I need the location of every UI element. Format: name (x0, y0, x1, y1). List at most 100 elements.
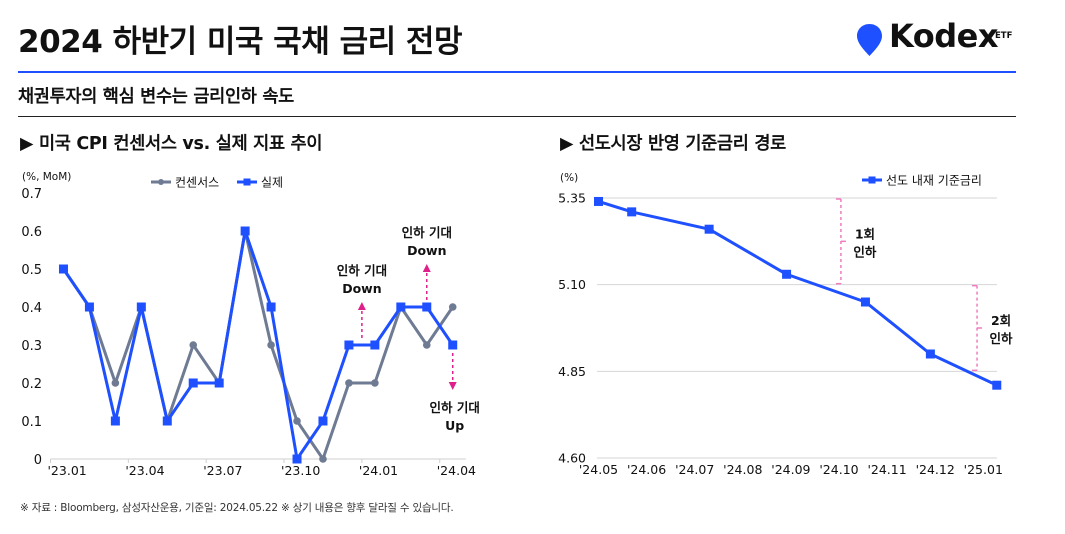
annotation-label: Down (342, 281, 381, 296)
bracket-label: 인하 (853, 244, 877, 259)
y-tick-label: 0.3 (21, 339, 42, 354)
data-point (396, 302, 406, 312)
y-tick-label: 4.85 (558, 364, 586, 379)
annotation-label: Up (445, 418, 464, 433)
series-line (62, 229, 454, 461)
x-tick-label: '24.01 (359, 463, 398, 478)
y-tick-label: 0 (34, 453, 42, 468)
y-tick-label: 0.2 (21, 377, 42, 392)
data-point (266, 302, 276, 312)
x-tick-label: '24.08 (723, 462, 762, 477)
annotation-rate-cut-expectation-down: 인하 기대 Down (402, 225, 452, 300)
header-divider (18, 71, 1016, 73)
x-tick-label: '23.07 (203, 463, 242, 478)
annotation-label: 인하 기대 (402, 225, 452, 240)
x-tick-label: '24.07 (675, 462, 714, 477)
data-point (370, 340, 380, 350)
legend-actual-marker (243, 178, 251, 186)
data-point (214, 378, 224, 388)
x-tick-label: '24.10 (819, 462, 858, 477)
bracket-label: 인하 (990, 331, 1014, 346)
bracket-label: 2회 (991, 313, 1011, 328)
x-tick-label: '24.04 (437, 463, 476, 478)
logo-name: Kodex (889, 17, 998, 55)
series-actual (58, 226, 458, 464)
x-tick-label: '24.06 (627, 462, 666, 477)
y-tick-label: 0.4 (21, 301, 42, 316)
series-line (62, 229, 454, 461)
data-point (318, 416, 328, 426)
section-divider (18, 116, 1016, 117)
data-point (704, 224, 714, 234)
data-point (422, 341, 431, 349)
data-point (448, 340, 458, 350)
data-point (136, 302, 146, 312)
cpi-chart-title: ▶ 미국 CPI 컨센서스 vs. 실제 지표 추이 (20, 134, 323, 154)
x-tick-label: '25.01 (964, 462, 1003, 477)
rate-path-line-chart: (%) 4.60 4.85 5.10 5.35 '24.05 '24.06 '24.07 '24… (558, 172, 1014, 477)
annotation-label: 인하 기대 (337, 263, 387, 278)
data-point (345, 379, 353, 387)
x-tick-label: '23.01 (48, 463, 87, 478)
logo-suffix: ETF (995, 31, 1013, 41)
y-tick-label: 4.60 (558, 451, 586, 466)
subtitle: 채권투자의 핵심 변수는 금리인하 속도 (18, 87, 294, 107)
series-consensus (59, 227, 457, 463)
x-tick-label: '23.04 (125, 463, 164, 478)
data-point (860, 297, 870, 307)
x-tick-label: '24.05 (579, 462, 618, 477)
annotation-label: Down (407, 243, 446, 258)
data-point (189, 341, 198, 349)
data-point (293, 417, 301, 425)
data-point (422, 302, 432, 312)
y-tick-label: 0.5 (21, 263, 42, 278)
y-axis-unit-label: (%) (560, 172, 578, 184)
legend-label: 선도 내재 기준금리 (886, 174, 982, 188)
arrow-down-icon (448, 382, 457, 390)
y-tick-label: 5.10 (558, 277, 586, 292)
annotation-rate-cut-expectation-up: 인하 기대 Up (430, 353, 480, 433)
data-point (188, 378, 198, 388)
location-pin-icon (857, 24, 882, 56)
x-tick-label: '23.10 (281, 463, 320, 478)
x-tick-label: '24.11 (867, 462, 906, 477)
data-point (84, 302, 94, 312)
chart-legend: 컨센서스 실제 (151, 176, 283, 190)
bracket-label: 1회 (855, 226, 875, 241)
legend-actual-label: 실제 (261, 176, 283, 190)
data-point (162, 416, 172, 426)
y-axis-unit-label: (%, MoM) (22, 171, 71, 183)
annotation-rate-cut-expectation-down: 인하 기대 Down (337, 263, 387, 338)
rate-path-chart-title: ▶ 선도시장 반영 기준금리 경로 (560, 134, 786, 154)
x-tick-label: '24.12 (916, 462, 955, 477)
data-point (240, 226, 250, 236)
y-tick-label: 0.7 (21, 187, 42, 202)
x-tick-label: '24.09 (771, 462, 810, 477)
series-line (598, 200, 998, 387)
legend-marker (868, 176, 876, 184)
legend-consensus-label: 컨센서스 (175, 176, 219, 190)
data-point (344, 340, 354, 350)
data-point (319, 455, 327, 463)
data-point (992, 380, 1002, 390)
series-forward-implied-rate (594, 196, 1002, 390)
page-title: 2024 하반기 미국 국채 금리 전망 (18, 24, 462, 60)
data-point (448, 303, 457, 311)
data-point (627, 207, 637, 217)
y-tick-label: 5.35 (558, 191, 586, 206)
cpi-line-chart: (%, MoM) 0 0.1 0.2 0.3 0.4 0.5 0.6 0.7 '23.01 '23.… (21, 171, 480, 478)
data-point (782, 269, 792, 279)
data-point (594, 196, 603, 206)
kodex-logo: Kodex ETF (856, 17, 1021, 60)
footnote: ※ 자료 : Bloomberg, 삼성자산운용, 기준일: 2024.05.2… (20, 502, 454, 514)
arrow-up-icon (422, 264, 431, 272)
data-point (371, 379, 379, 387)
data-point (925, 349, 935, 359)
data-point (110, 416, 120, 426)
y-tick-label: 0.6 (21, 225, 42, 240)
legend-consensus-marker (158, 179, 164, 185)
y-tick-label: 0.1 (21, 415, 42, 430)
data-point (58, 264, 68, 274)
